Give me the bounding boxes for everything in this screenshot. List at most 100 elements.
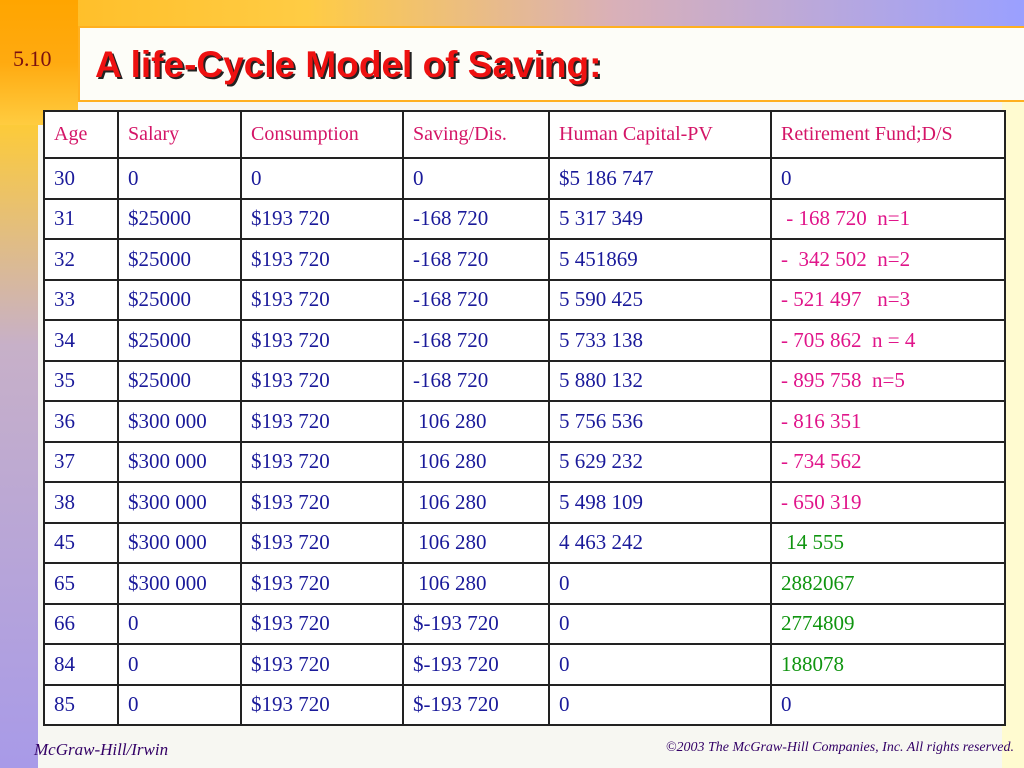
cell-retirement-fund: 2774809	[770, 602, 1006, 645]
cell-saving: 106 280	[402, 521, 550, 564]
cell-consumption: $193 720	[240, 278, 404, 321]
cell-saving: 106 280	[402, 440, 550, 483]
table-row: 65 $300 000 $193 720 106 280 0 2882067	[43, 562, 1006, 605]
slide-title: A life-Cycle Model of Saving:	[95, 44, 602, 85]
table-row: 66 0 $193 720 $-193 720 0 2774809	[43, 602, 1006, 645]
cell-saving: -168 720	[402, 197, 550, 240]
cell-human-capital: 5 880 132	[548, 359, 772, 402]
table-row: 38 $300 000 $193 720 106 280 5 498 109- 650…	[43, 481, 1006, 524]
table-row: 35 $25000 $193 720 -168 720 5 880 132- 895 7…	[43, 359, 1006, 402]
cell-consumption: $193 720	[240, 521, 404, 564]
cell-saving: $-193 720	[402, 683, 550, 726]
cell-age: 65	[43, 562, 119, 605]
cell-retirement-fund: 0	[770, 157, 1006, 200]
cell-salary: 0	[117, 683, 242, 726]
cell-human-capital: 4 463 242	[548, 521, 772, 564]
cell-human-capital: 5 733 138	[548, 319, 772, 362]
cell-age: 38	[43, 481, 119, 524]
cell-retirement-fund: - 168 720 n=1	[770, 197, 1006, 240]
cell-saving: -168 720	[402, 359, 550, 402]
cell-age: 30	[43, 157, 119, 200]
cell-saving: $-193 720	[402, 643, 550, 686]
cell-consumption: $193 720	[240, 440, 404, 483]
cell-saving: 106 280	[402, 400, 550, 443]
cell-salary: $25000	[117, 319, 242, 362]
cell-retirement-fund: 188078	[770, 643, 1006, 686]
cell-age: 34	[43, 319, 119, 362]
cell-age: 31	[43, 197, 119, 240]
cell-retirement-fund: - 705 862 n = 4	[770, 319, 1006, 362]
cell-salary: 0	[117, 602, 242, 645]
cell-consumption: $193 720	[240, 643, 404, 686]
cell-age: 37	[43, 440, 119, 483]
column-header-saving: Saving/Dis.	[402, 110, 550, 159]
cell-consumption: $193 720	[240, 683, 404, 726]
cell-salary: 0	[117, 643, 242, 686]
cell-human-capital: 0	[548, 683, 772, 726]
table-row: 34 $25000 $193 720 -168 720 5 733 138- 705 8…	[43, 319, 1006, 362]
cell-salary: $300 000	[117, 481, 242, 524]
cell-human-capital: 5 317 349	[548, 197, 772, 240]
cell-human-capital: 0	[548, 643, 772, 686]
cell-saving: $-193 720	[402, 602, 550, 645]
cell-human-capital: 5 451869	[548, 238, 772, 281]
cell-saving: 106 280	[402, 481, 550, 524]
cell-consumption: $193 720	[240, 562, 404, 605]
table-row: 45 $300 000 $193 720 106 280 4 463 242 14 5…	[43, 521, 1006, 564]
cell-human-capital: 5 756 536	[548, 400, 772, 443]
cell-consumption: $193 720	[240, 400, 404, 443]
column-header-retirement-fund: Retirement Fund;D/S	[770, 110, 1006, 159]
cell-consumption: 0	[240, 157, 404, 200]
cell-human-capital: 0	[548, 562, 772, 605]
cell-saving: -168 720	[402, 319, 550, 362]
table-row: 84 0 $193 720 $-193 720 0 188078	[43, 643, 1006, 686]
left-decor-band	[0, 0, 38, 768]
cell-saving: 0	[402, 157, 550, 200]
cell-retirement-fund: - 521 497 n=3	[770, 278, 1006, 321]
cell-salary: $25000	[117, 359, 242, 402]
cell-saving: 106 280	[402, 562, 550, 605]
cell-retirement-fund: - 895 758 n=5	[770, 359, 1006, 402]
slide-number: 5.10	[13, 46, 52, 71]
column-header-age: Age	[43, 110, 119, 159]
cell-retirement-fund: 0	[770, 683, 1006, 726]
cell-age: 66	[43, 602, 119, 645]
cell-age: 32	[43, 238, 119, 281]
table-row: 30 0 0 0 $5 186 747 0	[43, 157, 1006, 200]
life-cycle-table: Age Salary Consumption Saving/Dis. Human…	[43, 110, 1006, 726]
column-header-consumption: Consumption	[240, 110, 404, 159]
title-panel	[78, 26, 1024, 102]
cell-age: 36	[43, 400, 119, 443]
cell-retirement-fund: - 734 562	[770, 440, 1006, 483]
cell-retirement-fund: 2882067	[770, 562, 1006, 605]
cell-retirement-fund: 14 555	[770, 521, 1006, 564]
table-header-row: Age Salary Consumption Saving/Dis. Human…	[43, 110, 1006, 159]
cell-age: 85	[43, 683, 119, 726]
cell-salary: $25000	[117, 238, 242, 281]
cell-retirement-fund: - 342 502 n=2	[770, 238, 1006, 281]
column-header-salary: Salary	[117, 110, 242, 159]
table-row: 85 0 $193 720 $-193 720 0 0	[43, 683, 1006, 726]
cell-human-capital: 5 590 425	[548, 278, 772, 321]
cell-human-capital: $5 186 747	[548, 157, 772, 200]
cell-saving: -168 720	[402, 238, 550, 281]
cell-consumption: $193 720	[240, 481, 404, 524]
cell-consumption: $193 720	[240, 238, 404, 281]
cell-salary: $300 000	[117, 440, 242, 483]
table-row: 31 $25000 $193 720 -168 720 5 317 349 - 168 …	[43, 197, 1006, 240]
cell-saving: -168 720	[402, 278, 550, 321]
cell-consumption: $193 720	[240, 602, 404, 645]
slide-number-box: 5.10	[0, 0, 78, 125]
cell-consumption: $193 720	[240, 197, 404, 240]
cell-salary: 0	[117, 157, 242, 200]
table-body: 30 0 0 0 $5 186 747 0 31 $25000 $193 720 -168 720…	[43, 157, 1006, 726]
cell-retirement-fund: - 816 351	[770, 400, 1006, 443]
table-row: 36 $300 000 $193 720 106 280 5 756 536- 816…	[43, 400, 1006, 443]
column-header-human-capital: Human Capital-PV	[548, 110, 772, 159]
cell-salary: $300 000	[117, 521, 242, 564]
cell-consumption: $193 720	[240, 319, 404, 362]
cell-human-capital: 5 498 109	[548, 481, 772, 524]
cell-human-capital: 0	[548, 602, 772, 645]
cell-consumption: $193 720	[240, 359, 404, 402]
cell-salary: $300 000	[117, 400, 242, 443]
